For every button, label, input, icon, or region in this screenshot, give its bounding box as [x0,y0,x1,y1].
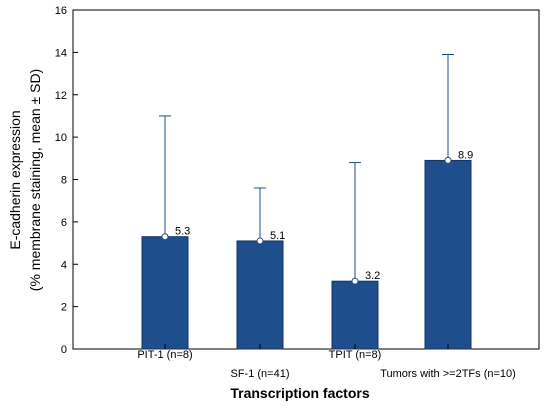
y-tick-label: 14 [55,47,67,59]
bar [331,280,379,350]
data-label: 5.3 [175,226,190,238]
y-tick-label: 10 [55,132,67,144]
category-label: SF-1 (n=41) [231,368,290,380]
data-label: 5.1 [270,230,285,242]
y-tick-label: 0 [61,344,67,356]
y-axis: 0 2 4 6 8 10 12 14 16 [55,5,78,356]
bar [236,240,284,350]
x-axis-title: Transcription factors [230,385,369,401]
bar [424,159,472,350]
y-axis-title-line1: E-cadherin expression [7,110,23,249]
y-tick-label: 6 [61,217,67,229]
y-tick-label: 4 [61,259,67,271]
y-axis-title-line2: (% membrane staining, mean ± SD) [27,69,43,291]
category-label: TPIT (n=8) [329,349,382,361]
data-labels: 5.3 5.1 3.2 8.9 [175,149,473,282]
y-tick-label: 8 [61,175,67,187]
data-label: 3.2 [365,270,380,282]
x-axis-categories: PIT-1 (n=8) SF-1 (n=41) TPIT (n=8) Tumors w… [137,344,516,380]
mean-marker [444,156,452,164]
mean-marker [256,237,264,245]
data-label: 8.9 [458,149,473,161]
y-tick-label: 12 [55,90,67,102]
category-label: PIT-1 (n=8) [137,349,192,361]
mean-marker [351,277,359,285]
mean-marker [161,233,169,241]
error-bars [159,53,454,285]
category-label: Tumors with >=2TFs (n=10) [380,368,516,380]
y-tick-label: 2 [61,302,67,314]
bars [141,159,472,350]
bar [141,236,189,350]
y-tick-label: 16 [55,5,67,17]
